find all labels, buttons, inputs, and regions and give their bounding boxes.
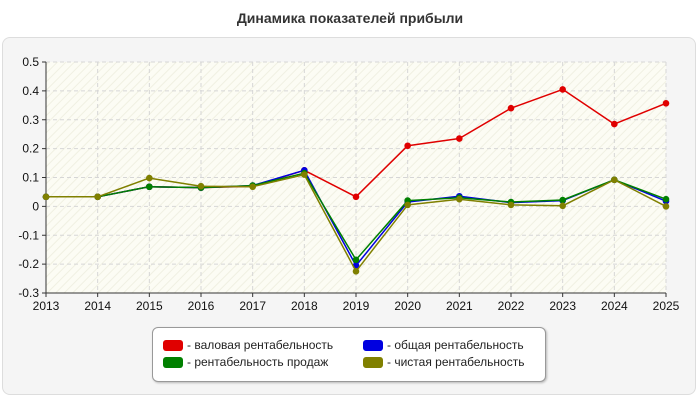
legend-swatch-blue — [363, 339, 383, 351]
data-point — [559, 86, 566, 93]
data-point — [301, 171, 308, 178]
x-tick-label: 2024 — [601, 299, 628, 313]
legend-swatch-green — [163, 356, 183, 368]
data-point — [662, 195, 670, 203]
x-tick-label: 2020 — [394, 299, 421, 313]
legend-item: - чистая рентабельность — [363, 354, 524, 370]
legend: - валовая рентабельность - общая рентабе… — [152, 327, 546, 382]
data-point — [146, 183, 153, 191]
data-point — [456, 135, 463, 142]
data-point — [507, 201, 515, 209]
data-point — [249, 183, 256, 191]
x-tick-label: 2013 — [33, 299, 60, 313]
y-tick-label: 0 — [32, 199, 39, 213]
x-tick-label: 2018 — [291, 299, 318, 313]
legend-item: - рентабельность продаж — [163, 354, 328, 370]
x-tick-label: 2014 — [84, 299, 111, 313]
y-tick-label: 0.1 — [22, 171, 39, 185]
x-tick-label: 2016 — [188, 299, 215, 313]
y-tick-label: -0.1 — [18, 228, 39, 242]
y-tick-label: 0.4 — [22, 84, 39, 98]
data-point — [611, 176, 618, 184]
legend-label: - рентабельность продаж — [187, 355, 329, 369]
y-tick-label: 0.3 — [22, 113, 39, 127]
data-point — [94, 193, 101, 201]
chart-title: Динамика показателей прибыли — [236, 10, 464, 26]
data-point — [559, 196, 566, 204]
data-point — [662, 203, 670, 210]
data-point — [146, 174, 153, 182]
data-point — [197, 182, 205, 190]
x-tick-label: 2021 — [446, 299, 473, 313]
legend-swatch-red — [163, 339, 183, 351]
y-tick-label: -0.2 — [18, 257, 39, 271]
data-point — [456, 195, 463, 203]
data-point — [404, 142, 411, 150]
legend-label: - чистая рентабельность — [387, 355, 525, 369]
data-point — [611, 120, 618, 128]
legend-item: - общая рентабельность — [363, 337, 524, 353]
x-tick-label: 2019 — [343, 299, 370, 313]
legend-item: - валовая рентабельность — [163, 337, 333, 353]
data-point — [42, 193, 50, 201]
data-point — [559, 202, 566, 210]
data-point — [352, 268, 360, 275]
y-tick-label: 0.5 — [22, 55, 39, 69]
legend-label: - валовая рентабельность — [187, 338, 334, 352]
data-point — [352, 256, 360, 264]
legend-swatch-olive — [363, 356, 383, 368]
x-tick-label: 2015 — [136, 299, 163, 313]
x-tick-label: 2017 — [239, 299, 266, 313]
data-point — [662, 99, 670, 107]
x-tick-label: 2025 — [653, 299, 680, 313]
x-tick-label: 2022 — [498, 299, 525, 313]
data-point — [404, 201, 411, 209]
x-tick-label: 2023 — [549, 299, 576, 313]
legend-label: - общая рентабельность — [387, 338, 524, 352]
y-tick-label: -0.3 — [18, 286, 39, 300]
y-tick-label: 0.2 — [22, 142, 39, 156]
series-4 — [42, 171, 670, 275]
data-point — [507, 104, 515, 112]
data-point — [352, 193, 360, 201]
